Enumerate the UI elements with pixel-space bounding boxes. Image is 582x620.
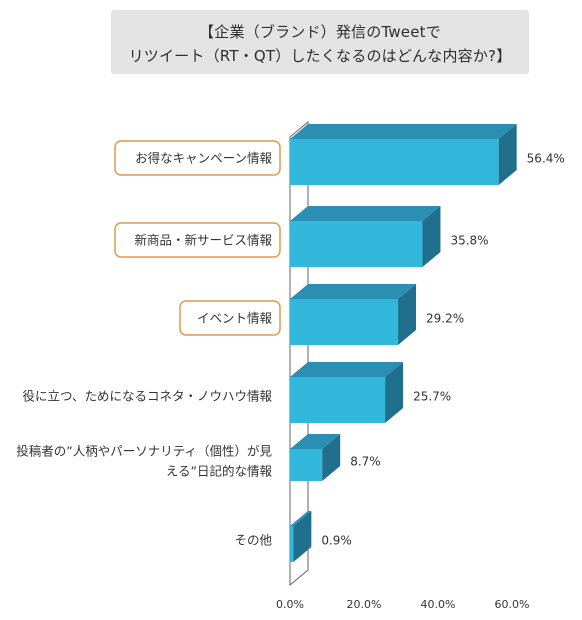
category-label-5: その他	[234, 533, 272, 548]
bar-top-5	[290, 511, 312, 526]
bar-top-4	[290, 434, 341, 449]
value-label-2: 29.2%	[426, 312, 464, 326]
bar-side-1	[422, 206, 441, 267]
bar-front-4	[290, 449, 323, 481]
axis-wall	[289, 120, 309, 587]
chart-title-line-1: 【企業（ブランド）発信のTweetで	[199, 23, 441, 41]
bar-side-2	[398, 284, 417, 345]
value-label-0: 56.4%	[527, 152, 565, 166]
category-highlight-box-1	[114, 222, 281, 258]
bar-front-1	[290, 221, 423, 267]
bar-front-3	[290, 377, 386, 423]
bar-top-2	[290, 284, 417, 299]
category-label-2: イベント情報	[197, 311, 273, 326]
bar-side-0	[498, 124, 517, 185]
bar-top-1	[290, 206, 441, 221]
bar-top-3	[290, 362, 404, 377]
category-label-3: 役に立つ、ためになるコネタ・ノウハウ情報	[22, 389, 272, 404]
category-highlight-box-0	[114, 140, 281, 176]
bar-front-2	[290, 299, 399, 345]
category-label-1: 新商品・新サービス情報	[134, 233, 272, 248]
bar-top-0	[290, 124, 517, 139]
value-label-3: 25.7%	[413, 390, 451, 404]
bar-front-0	[290, 139, 499, 185]
category-label-4-1: える”日記的な情報	[166, 464, 273, 479]
value-label-4: 8.7%	[350, 455, 381, 469]
chart-title-line-2: リツイート（RT・QT）したくなるのはどんな内容か?】	[128, 47, 512, 65]
bar-side-3	[385, 362, 404, 423]
category-label-0: お得なキャンペーン情報	[135, 151, 272, 166]
x-tick-label-2: 40.0%	[421, 598, 456, 611]
category-highlight-box-2	[179, 300, 281, 336]
x-tick-label-3: 60.0%	[495, 598, 530, 611]
bar-front-5	[290, 526, 294, 562]
x-tick-label-1: 20.0%	[347, 598, 382, 611]
x-tick-label-0: 0.0%	[276, 598, 304, 611]
bar-side-5	[293, 511, 312, 562]
chart-title-box: 【企業（ブランド）発信のTweetで リツイート（RT・QT）したくなるのはどん…	[111, 10, 529, 74]
value-label-1: 35.8%	[450, 234, 488, 248]
bar-side-4	[322, 434, 341, 481]
value-label-5: 0.9%	[321, 534, 352, 548]
category-label-4-0: 投稿者の”人柄やパーソナリティ（個性）が見	[16, 444, 272, 459]
